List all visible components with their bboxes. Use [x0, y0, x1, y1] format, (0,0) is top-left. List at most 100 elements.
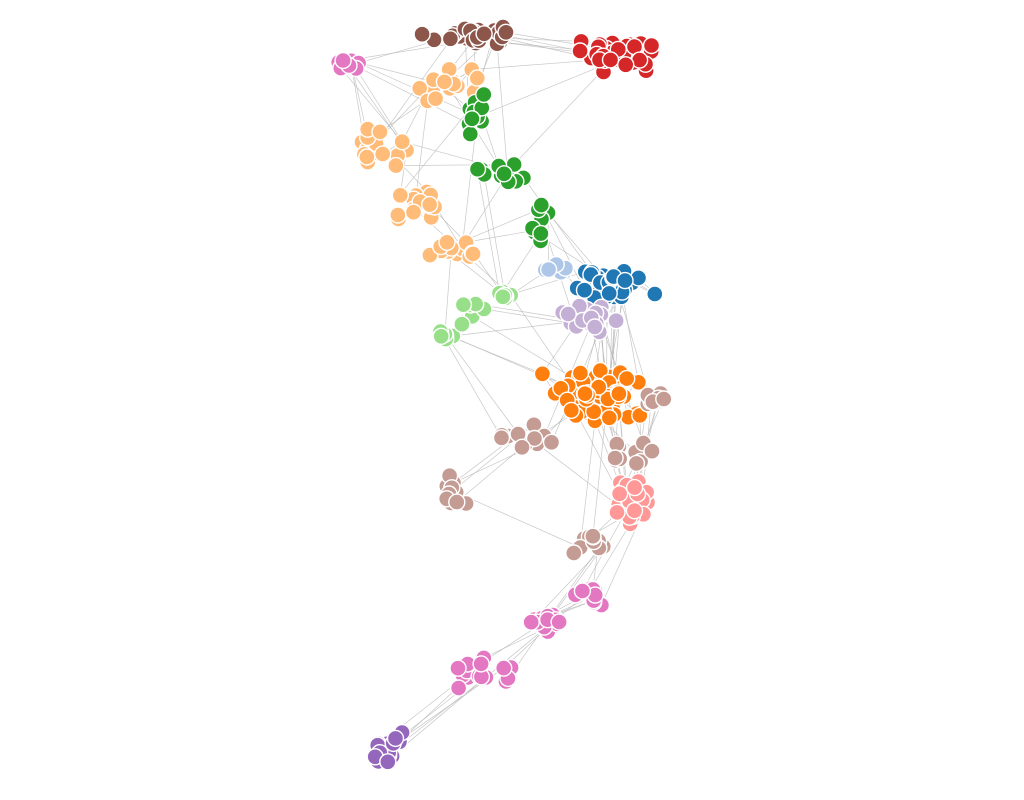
node-brown [475, 25, 493, 43]
node-peach [438, 233, 456, 252]
node-light-green [453, 315, 471, 333]
node-brown [497, 23, 515, 41]
node-rose-brown [525, 429, 544, 448]
network-edge [399, 102, 476, 195]
node-green [475, 85, 493, 104]
node-lavender [586, 318, 604, 336]
node-magenta [495, 659, 513, 677]
node-orange [618, 369, 636, 388]
network-edge [444, 248, 452, 335]
network-edge [471, 59, 600, 70]
node-peach [387, 156, 405, 175]
node-blue [600, 284, 618, 303]
node-rose-brown [627, 454, 646, 473]
node-brown [413, 25, 431, 43]
node-green [463, 110, 481, 128]
network-edge [579, 420, 596, 548]
node-orange [562, 401, 580, 420]
node-light-green [494, 288, 512, 306]
node-peach [411, 79, 429, 98]
node-orange [610, 385, 628, 403]
node-blue [646, 285, 664, 303]
node-green [495, 165, 513, 183]
network-edge [477, 169, 500, 294]
node-purple [386, 729, 405, 748]
node-green [532, 224, 550, 243]
network-edge [472, 316, 573, 378]
node-peach [435, 73, 454, 91]
node-blue [575, 281, 594, 299]
node-rose-brown [606, 449, 624, 467]
node-red [642, 36, 661, 55]
node-rose-brown [448, 493, 466, 511]
network-edge [402, 141, 508, 171]
node-rose-brown [565, 544, 583, 562]
network-edge [452, 320, 583, 337]
node-lavender [559, 305, 577, 323]
network-edge [444, 334, 526, 445]
node-rose-brown [513, 438, 531, 456]
node-peach [391, 186, 409, 205]
node-peach [393, 132, 411, 151]
node-magenta [449, 679, 468, 697]
node-red [601, 51, 620, 69]
node-magenta [334, 51, 352, 70]
network-edge [513, 70, 603, 165]
node-orange [571, 364, 590, 382]
network-edge [552, 546, 604, 616]
node-green [461, 125, 479, 143]
node-light-blue [539, 260, 558, 279]
node-magenta [472, 655, 490, 673]
node-magenta [550, 613, 568, 631]
node-brown [441, 30, 460, 48]
node-peach [468, 69, 486, 87]
node-pink [608, 503, 626, 522]
node-peach [404, 203, 423, 221]
node-magenta [449, 659, 467, 677]
node-pink [625, 478, 644, 497]
network-edge [340, 67, 403, 142]
node-lavender [607, 312, 625, 330]
network-edge [351, 63, 470, 125]
node-light-green [432, 327, 450, 345]
network-edge [477, 64, 605, 118]
network-edge [415, 100, 428, 196]
node-peach [358, 148, 376, 166]
node-rose-brown [655, 390, 673, 408]
node-orange [576, 385, 594, 403]
network-edge [496, 43, 509, 182]
node-rose-brown [643, 442, 661, 460]
node-red [617, 56, 635, 74]
node-rose-brown [492, 429, 511, 447]
node-magenta [522, 613, 540, 631]
node-red [571, 42, 589, 60]
node-pink [625, 502, 644, 520]
node-light-green [454, 296, 473, 314]
node-rose-brown [542, 433, 561, 451]
node-green [532, 196, 550, 214]
node-peach [389, 206, 407, 224]
network-edge [621, 292, 639, 383]
network-edge [592, 407, 607, 537]
network-edge [456, 447, 523, 503]
node-peach [426, 89, 445, 108]
node-pink [610, 485, 629, 503]
network-edge [456, 491, 581, 548]
node-rose-brown [584, 527, 602, 545]
node-peach [464, 245, 482, 263]
node-magenta [573, 582, 592, 600]
network-edge [590, 523, 631, 589]
node-peach [421, 195, 439, 214]
node-blue [616, 271, 634, 290]
node-purple [379, 753, 397, 771]
network-edge [534, 546, 604, 620]
node-peach [374, 145, 392, 163]
node-green [468, 160, 487, 178]
network-edge [483, 174, 506, 299]
node-orange [533, 365, 552, 383]
network-edge [440, 331, 502, 438]
node-peach [371, 123, 389, 141]
network-edge [355, 68, 403, 142]
